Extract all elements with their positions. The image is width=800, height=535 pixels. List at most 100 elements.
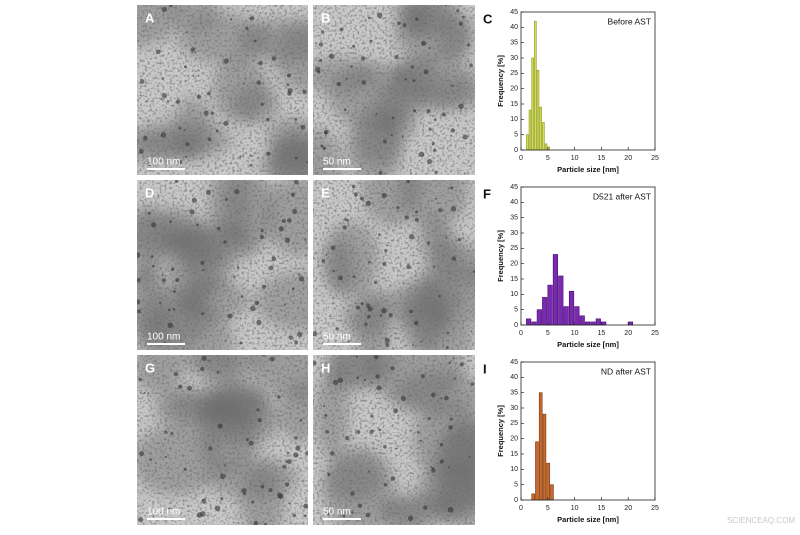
tem-dot (295, 445, 301, 451)
tem-dot (413, 320, 419, 326)
tem-dot (338, 275, 343, 281)
tem-dot (416, 248, 419, 250)
x-tick-label: 15 (598, 330, 606, 337)
tem-dot (277, 395, 281, 399)
tem-dot (439, 442, 444, 447)
y-tick-label: 45 (510, 359, 518, 366)
tem-dot (192, 74, 195, 77)
scale-bar-label: 100 nm (147, 157, 180, 168)
tem-dot (176, 99, 181, 104)
bar (539, 106, 542, 151)
tem-dot (186, 385, 193, 391)
tem-dot (281, 219, 286, 223)
tem-dot (285, 460, 288, 463)
tem-dot (239, 341, 243, 345)
tem-dot (384, 248, 388, 253)
tem-dot (379, 314, 383, 317)
scale-bar-label: 50 nm (323, 157, 351, 168)
tem-dot (292, 513, 297, 518)
tem-dot (230, 18, 233, 21)
tem-dot (470, 382, 475, 386)
tem-dot (335, 327, 339, 331)
bar (546, 462, 550, 501)
tem-dot (346, 77, 349, 80)
tem-dot (284, 237, 291, 243)
tem-dot (287, 88, 293, 94)
tem-dot (305, 161, 308, 164)
tem-dot (336, 81, 341, 87)
tem-image (313, 5, 475, 175)
tem-dot (183, 468, 187, 472)
tem-dot (167, 322, 174, 329)
tem-dot (461, 15, 465, 19)
y-axis-label: Frequency [%] (496, 405, 505, 457)
tem-dot (253, 520, 259, 525)
tem-dot (342, 225, 347, 230)
tem-dot (190, 47, 196, 52)
y-tick-label: 45 (510, 184, 518, 191)
tem-dot (189, 209, 195, 215)
tem-dot (453, 377, 456, 380)
tem-dot (268, 488, 273, 493)
tem-dot (184, 65, 187, 69)
scale-bar-label: 100 nm (147, 507, 180, 518)
y-tick-label: 30 (510, 55, 518, 62)
y-tick-label: 40 (510, 24, 518, 31)
tem-dot (447, 519, 449, 522)
tem-dot (260, 229, 264, 233)
tem-dot (327, 512, 330, 516)
tem-dot (161, 273, 164, 276)
tem-dot (161, 6, 167, 12)
bar (526, 134, 529, 151)
tem-dot (259, 234, 265, 240)
tem-dot (300, 124, 306, 130)
tem-dot (367, 16, 371, 20)
tem-dot (346, 218, 349, 222)
bar (595, 318, 601, 326)
y-tick-label: 30 (510, 230, 518, 237)
tem-dot (322, 146, 327, 151)
x-tick-label: 0 (519, 505, 523, 512)
tem-dot (420, 40, 427, 46)
tem-dot (281, 5, 284, 7)
tem-dot (215, 129, 219, 133)
tem-dot (286, 218, 292, 223)
x-tick-label: 15 (598, 155, 606, 162)
tem-dot (378, 170, 383, 175)
tem-dot (184, 155, 188, 159)
y-tick-label: 10 (510, 466, 518, 473)
tem-dot (286, 459, 292, 464)
tem-dot (374, 281, 378, 285)
tem-dot (159, 301, 162, 304)
annotation: ND after AST (601, 366, 651, 376)
tem-dot (325, 430, 330, 434)
tem-dot (417, 430, 420, 434)
tem-dot (210, 111, 214, 115)
x-tick-label: 0 (519, 330, 523, 337)
bar (579, 315, 585, 326)
tem-dot (415, 210, 419, 214)
tem-dot (249, 154, 252, 157)
tem-dot (271, 56, 277, 61)
tem-dot (160, 98, 163, 101)
tem-dot (214, 505, 221, 511)
tem-dot (149, 458, 152, 461)
tem-dot (415, 17, 419, 21)
y-tick-label: 10 (510, 291, 518, 298)
y-tick-label: 40 (510, 199, 518, 206)
tem-dot (304, 404, 307, 407)
tem-dot (169, 5, 173, 8)
tem-dot (168, 507, 171, 511)
tem-dot (333, 379, 339, 386)
tem-dot (298, 276, 305, 282)
y-tick-label: 20 (510, 261, 518, 268)
tem-dot (202, 499, 205, 501)
x-tick-label: 10 (571, 505, 579, 512)
tem-dot (433, 265, 436, 269)
tem-dot (383, 482, 388, 487)
tem-dot (412, 79, 416, 83)
tem-dot (284, 303, 287, 306)
y-tick-label: 15 (510, 276, 518, 283)
tem-dot (172, 289, 176, 293)
